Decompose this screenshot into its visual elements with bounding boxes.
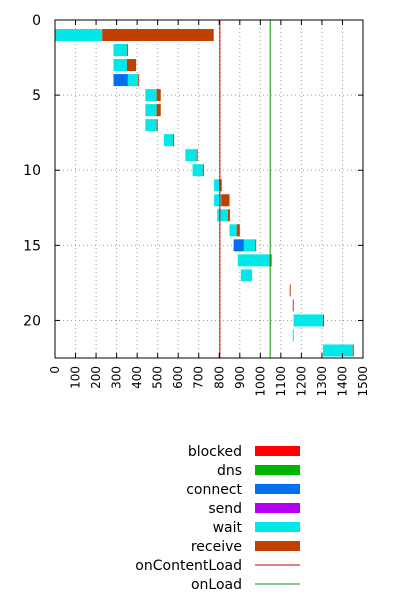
legend-swatch-wait — [255, 522, 300, 532]
bar-connect — [113, 74, 128, 87]
plot-border — [54, 19, 364, 359]
request-bars — [55, 29, 354, 357]
x-tick-label: 800 — [212, 366, 226, 389]
legend-swatch-receive — [255, 541, 300, 551]
legend-swatch-send — [255, 503, 300, 513]
bar-wait — [243, 239, 256, 252]
bar-wait — [145, 104, 157, 117]
bar-wait — [240, 269, 253, 282]
legend-label-blocked: blocked — [188, 444, 242, 460]
bar-wait — [55, 29, 103, 42]
bar-receive — [156, 119, 158, 132]
bar-receive — [227, 209, 230, 222]
bar-wait — [214, 194, 222, 207]
x-tick-label: 0 — [48, 366, 62, 374]
bar-wait — [145, 89, 157, 102]
bar-wait — [214, 179, 220, 192]
bar-receive — [102, 29, 214, 42]
bar-wait — [293, 314, 323, 327]
bar-receive — [202, 164, 204, 177]
y-tick-label: 5 — [32, 88, 41, 104]
legend-label-dns: dns — [217, 463, 242, 479]
bar-wait — [322, 344, 353, 357]
bar-wait — [163, 134, 174, 147]
bar-receive — [196, 149, 198, 162]
x-tick-label: 1300 — [315, 366, 329, 397]
bar-receive — [292, 299, 294, 312]
bar-receive — [322, 314, 324, 327]
x-tick-label: 600 — [171, 366, 185, 389]
legend-swatch-blocked — [255, 446, 300, 456]
bar-connect — [233, 239, 244, 252]
bar-wait — [113, 44, 127, 57]
bar-receive — [236, 224, 240, 237]
x-tick-label: 300 — [110, 366, 124, 389]
bar-wait — [145, 119, 157, 132]
legend-swatch-connect — [255, 484, 300, 494]
bar-receive — [156, 104, 161, 117]
bar-receive — [126, 59, 137, 72]
x-tick-label: 900 — [233, 366, 247, 389]
y-tick-label: 10 — [23, 163, 41, 179]
bar-receive — [138, 74, 140, 87]
legend-label-oncontentload: onContentLoad — [135, 558, 242, 574]
gridlines — [55, 20, 363, 358]
x-tick-label: 400 — [130, 366, 144, 389]
x-tick-label: 500 — [151, 366, 165, 389]
bar-receive — [255, 239, 257, 252]
legend-label-send: send — [208, 501, 242, 517]
bar-receive — [173, 134, 175, 147]
bar-wait — [237, 254, 271, 267]
bar-wait — [217, 209, 228, 222]
bar-wait — [185, 149, 197, 162]
x-tick-label: 1000 — [253, 366, 267, 397]
bar-wait — [292, 329, 294, 342]
bar-receive — [221, 194, 230, 207]
y-tick-label: 0 — [32, 13, 41, 29]
plot-frame — [54, 19, 364, 359]
legend-label-connect: connect — [186, 482, 242, 498]
legend-swatch-dns — [255, 465, 300, 475]
bar-wait — [192, 164, 203, 177]
legend: blocked dns connect send wait receive onConten… — [135, 444, 300, 593]
y-tick-label: 20 — [23, 313, 41, 329]
y-axis-ticks: 0 5 10 15 20 — [23, 13, 363, 329]
x-axis-ticks: 0 100 200 300 400 500 600 700 800 900 1000 1100 1200… — [48, 20, 370, 397]
legend-label-wait: wait — [213, 520, 243, 536]
x-tick-label: 1100 — [274, 366, 288, 397]
bar-wait — [113, 59, 127, 72]
y-tick-label: 15 — [23, 238, 41, 254]
x-tick-label: 1400 — [335, 366, 349, 397]
x-tick-label: 200 — [89, 366, 103, 389]
x-tick-label: 1200 — [294, 366, 308, 397]
bar-receive — [352, 344, 354, 357]
x-tick-label: 100 — [69, 366, 83, 389]
bar-receive — [219, 179, 222, 192]
event-markers — [219, 20, 271, 358]
bar-receive — [270, 254, 272, 267]
legend-label-receive: receive — [191, 539, 242, 555]
x-tick-label: 1500 — [356, 366, 370, 397]
legend-label-onload: onLoad — [191, 577, 242, 593]
bar-receive — [156, 89, 161, 102]
bar-receive — [126, 44, 128, 57]
bar-wait — [229, 224, 237, 237]
bar-receive — [289, 284, 291, 297]
bar-wait — [127, 74, 139, 87]
x-tick-label: 700 — [192, 366, 206, 389]
